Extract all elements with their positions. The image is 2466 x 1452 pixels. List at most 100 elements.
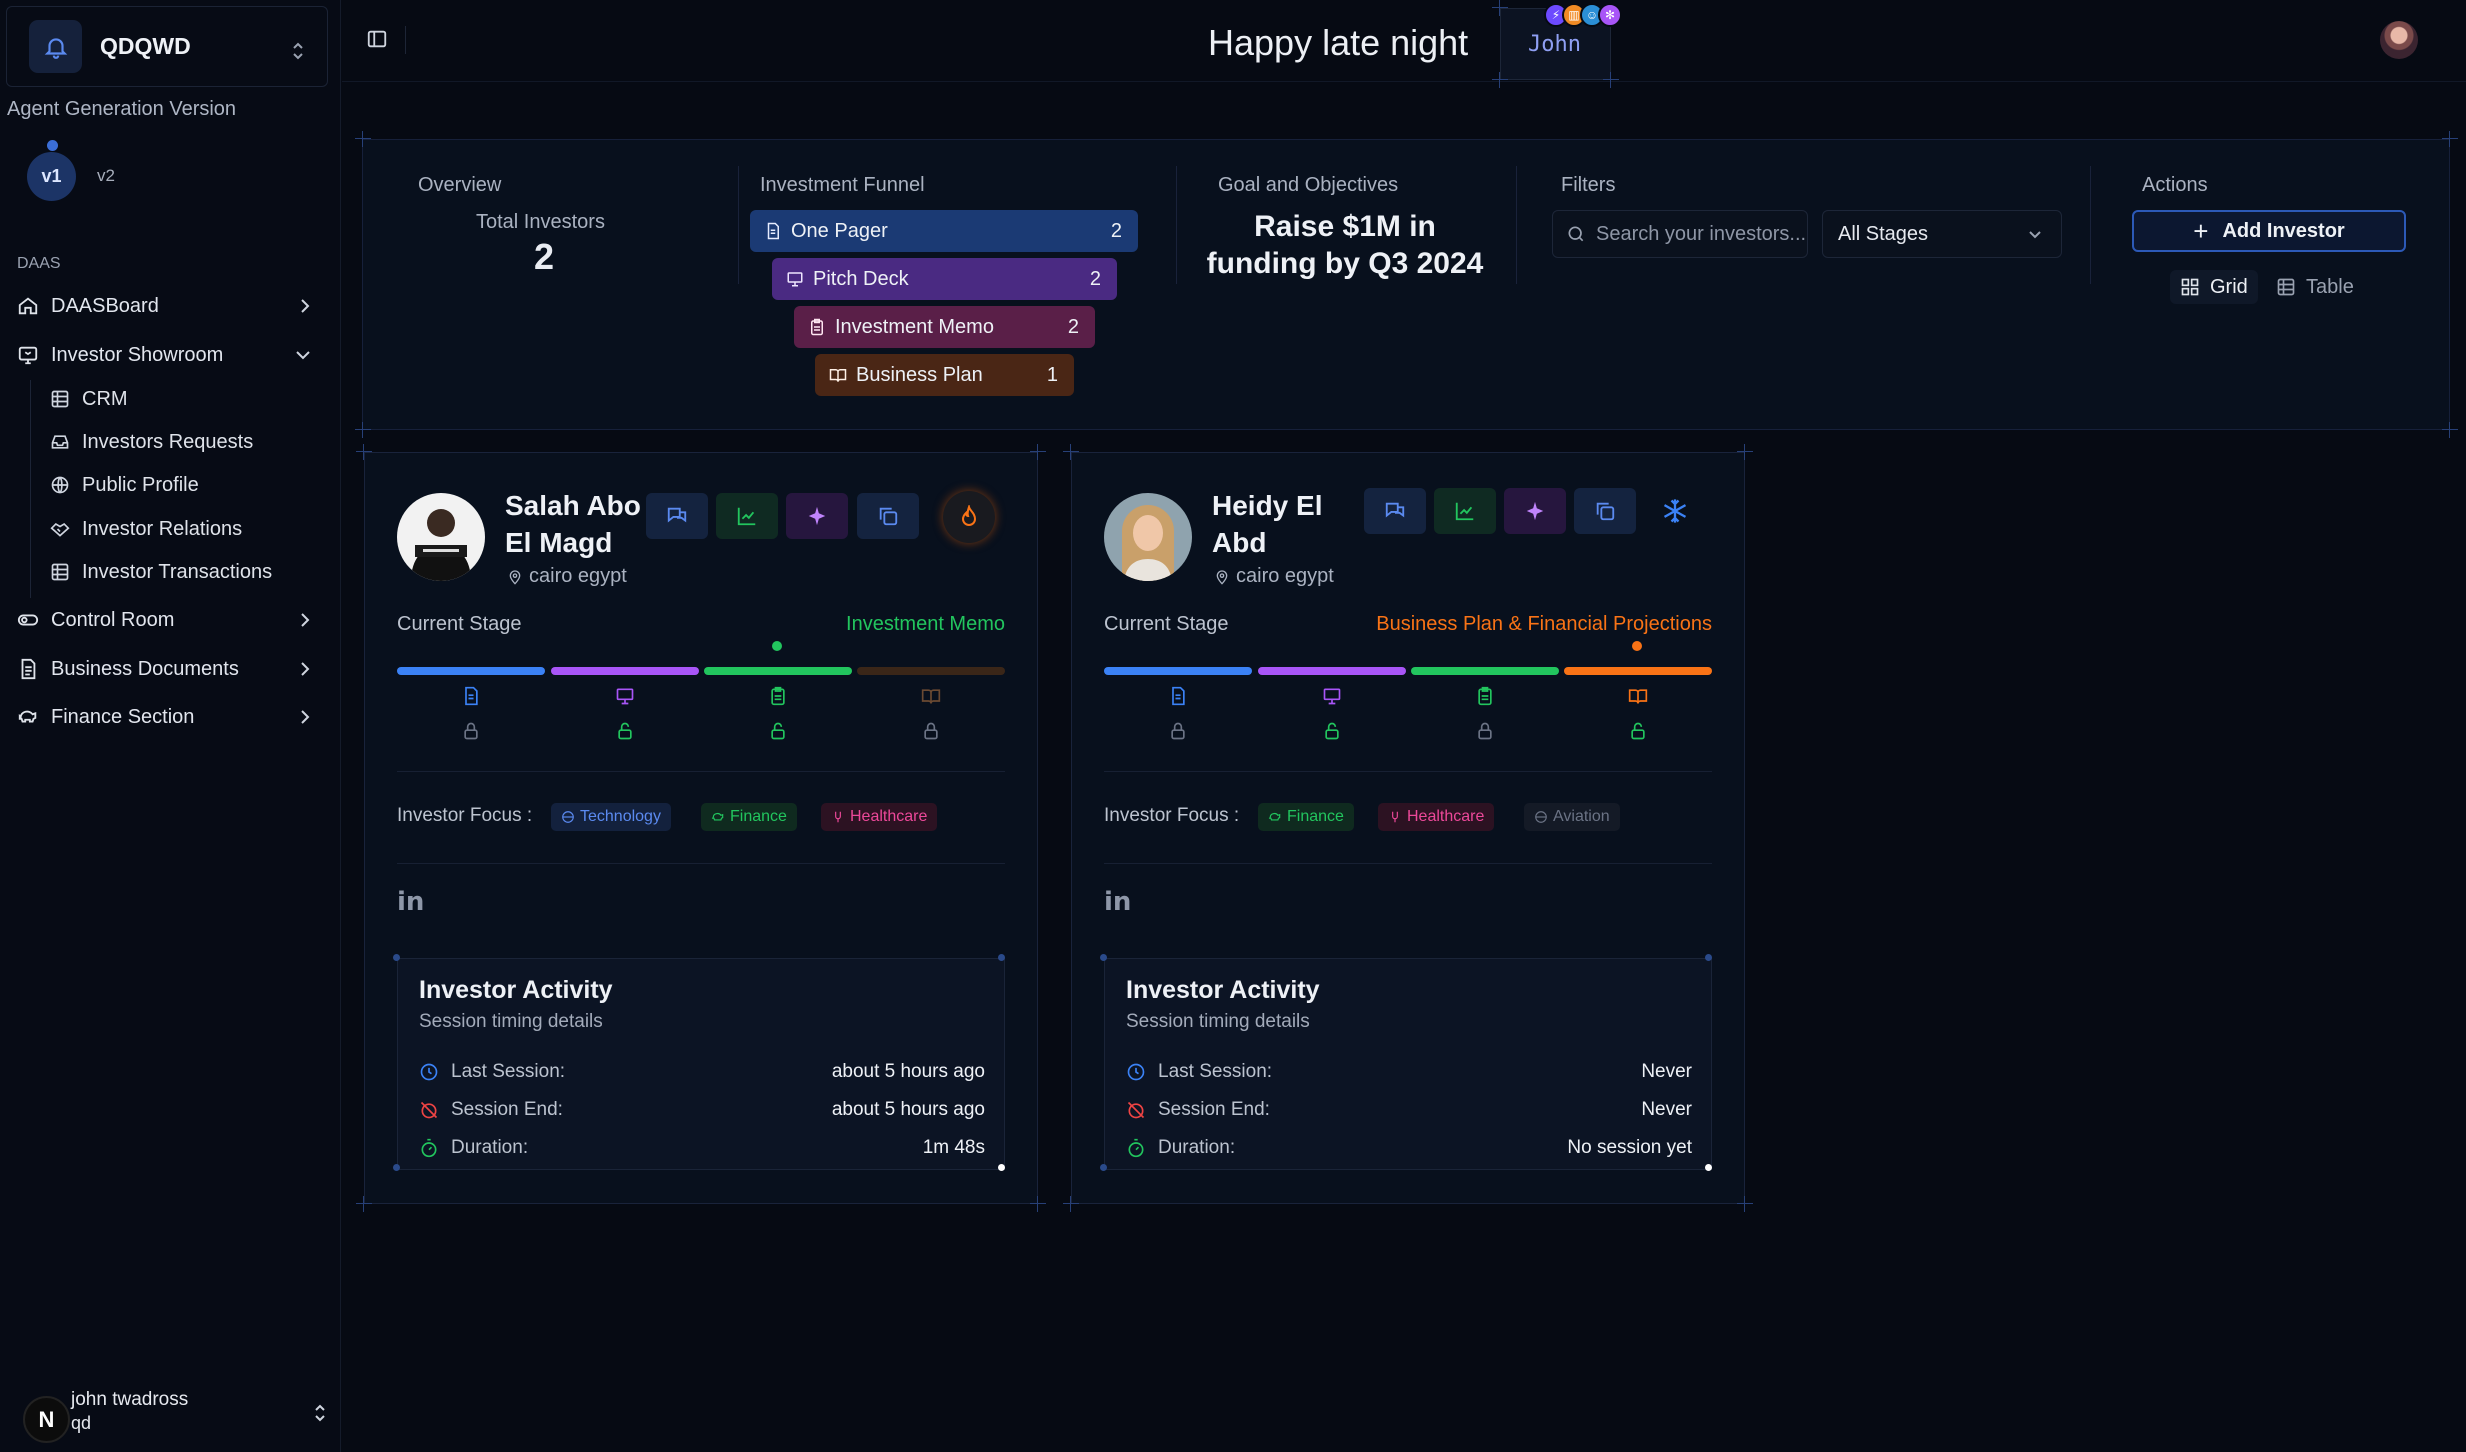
- focus-tag-finance: Finance: [1258, 803, 1354, 831]
- stage-label: Current Stage: [1104, 613, 1229, 635]
- linkedin-icon[interactable]: in: [1104, 887, 1132, 917]
- corner-mark: [1030, 444, 1046, 460]
- goal-title: Goal and Objectives: [1218, 174, 1399, 196]
- nav-control-room[interactable]: Control Room: [17, 602, 317, 638]
- health-icon: [835, 811, 841, 823]
- stage-bar-pitch-deck: [1258, 667, 1406, 675]
- workspace-name: QDQWD: [100, 33, 191, 59]
- nav-daasboard[interactable]: DAASBoard: [17, 288, 317, 324]
- table-icon: [2277, 278, 2295, 296]
- investor-name: Salah Abo El Magd: [505, 490, 641, 558]
- corner-mark: [356, 1196, 372, 1212]
- chevron-down-icon: [2029, 231, 2041, 239]
- investor-location: cairo egypt: [507, 565, 627, 588]
- clipboard-icon: [1478, 686, 1492, 706]
- presentation-icon: [1323, 688, 1341, 705]
- investor-activity-panel: Investor Activity Session timing details…: [1104, 958, 1712, 1170]
- corner-mark: [1603, 72, 1619, 88]
- activity-title: Investor Activity: [419, 976, 613, 1004]
- stage-select[interactable]: All Stages: [1822, 210, 2062, 258]
- flame-icon: [961, 505, 977, 526]
- copy-button[interactable]: [1574, 488, 1636, 534]
- profile-avatar[interactable]: [2380, 21, 2418, 59]
- greeting-user: John: [1528, 32, 1581, 57]
- bell-logo-icon: [29, 20, 82, 73]
- version-v2-button[interactable]: v2: [97, 166, 115, 185]
- funnel-pitch-deck[interactable]: Pitch Deck 2: [772, 258, 1117, 300]
- message-button[interactable]: [1364, 488, 1426, 534]
- actions-title: Actions: [2142, 174, 2208, 196]
- stage-bar-business-plan: [1564, 667, 1712, 675]
- nav-investor-showroom[interactable]: Investor Showroom: [17, 337, 317, 373]
- messages-icon: [667, 507, 687, 523]
- corner-mark: [1492, 72, 1508, 88]
- presentation-icon: [18, 346, 38, 365]
- grid-view-button[interactable]: Grid: [2170, 270, 2258, 304]
- add-investor-button[interactable]: + Add Investor: [2132, 210, 2406, 252]
- sidebar-item-investor-relations[interactable]: Investor Relations: [50, 512, 242, 546]
- funnel-business-plan[interactable]: Business Plan 1: [815, 354, 1074, 396]
- copy-button[interactable]: [857, 493, 919, 539]
- table-icon: [51, 563, 69, 581]
- session-end-row: Session End: about 5 hours ago: [419, 1095, 985, 1125]
- sidebar-item-crm[interactable]: CRM: [50, 382, 128, 416]
- ai-sparkle-button[interactable]: [1504, 488, 1566, 534]
- search-field[interactable]: [1552, 210, 1808, 258]
- alarm-off-icon: [1127, 1101, 1145, 1119]
- version-v1-button[interactable]: v1: [27, 152, 76, 201]
- sidebar-toggle-icon[interactable]: [366, 28, 388, 50]
- map-pin-icon: [509, 569, 521, 585]
- focus-label: Investor Focus :: [1104, 805, 1240, 826]
- hot-lead-button[interactable]: [943, 491, 995, 543]
- user-name: john twadross: [71, 1389, 189, 1410]
- divider: [1516, 166, 1517, 284]
- messages-icon: [1385, 502, 1405, 518]
- user-menu[interactable]: N john twadross qd: [17, 1385, 327, 1445]
- table-icon: [51, 390, 69, 408]
- total-investors-label: Total Investors: [476, 211, 605, 233]
- sidebar-item-public-profile[interactable]: Public Profile: [50, 468, 199, 502]
- focus-tag-finance: Finance: [701, 803, 797, 831]
- funnel-one-pager[interactable]: One Pager 2: [750, 210, 1138, 252]
- divider: [738, 166, 739, 284]
- sparkle-icon: [808, 506, 826, 526]
- unlock-icon: [771, 722, 785, 740]
- sidebar-item-investors-requests[interactable]: Investors Requests: [50, 425, 253, 459]
- sidebar-item-investor-transactions[interactable]: Investor Transactions: [50, 555, 272, 589]
- message-button[interactable]: [646, 493, 708, 539]
- linkedin-icon[interactable]: in: [397, 887, 425, 917]
- divider: [1104, 771, 1712, 772]
- cold-lead-button[interactable]: [1652, 488, 1698, 534]
- book-icon: [1628, 689, 1648, 704]
- filters-title: Filters: [1561, 174, 1616, 196]
- corner-mark: [356, 444, 372, 460]
- ai-sparkle-button[interactable]: [786, 493, 848, 539]
- unlock-icon: [1631, 722, 1645, 740]
- globe-icon: [1535, 811, 1547, 823]
- analytics-button[interactable]: [1434, 488, 1496, 534]
- section-label: DAAS: [17, 255, 61, 272]
- analytics-button[interactable]: [716, 493, 778, 539]
- home-icon: [18, 297, 38, 315]
- nav-business-documents[interactable]: Business Documents: [17, 651, 317, 687]
- clipboard-icon: [811, 318, 823, 336]
- investor-avatar: [397, 493, 485, 581]
- globe-icon: [51, 476, 69, 494]
- workspace-switcher[interactable]: QDQWD: [6, 6, 328, 87]
- focus-tag-healthcare: Healthcare: [821, 803, 938, 831]
- handshake-icon: [50, 522, 70, 537]
- corner-dot: [1705, 1164, 1712, 1171]
- nav-finance-section[interactable]: Finance Section: [17, 699, 317, 735]
- table-view-button[interactable]: Table: [2266, 270, 2364, 304]
- search-input[interactable]: [1596, 222, 1806, 246]
- lock-icon: [1171, 722, 1185, 740]
- version-title: Agent Generation Version: [7, 98, 237, 120]
- copy-icon: [1596, 502, 1615, 521]
- snowflake-icon: [1663, 499, 1687, 523]
- book-icon: [829, 369, 847, 382]
- duration-row: Duration: 1m 48s: [419, 1133, 985, 1163]
- corner-dot: [393, 1164, 400, 1171]
- chevron-right-icon: [301, 710, 310, 724]
- funnel-investment-memo[interactable]: Investment Memo 2: [794, 306, 1095, 348]
- timer-icon: [421, 1138, 437, 1158]
